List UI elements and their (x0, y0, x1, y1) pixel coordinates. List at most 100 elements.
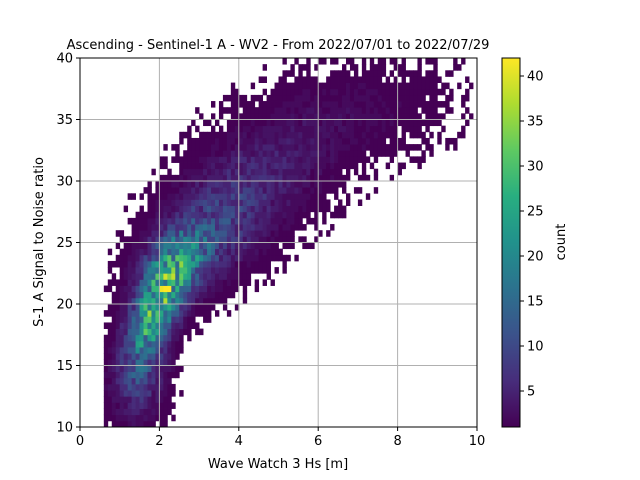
heatmap-bin (151, 168, 156, 176)
heatmap-bin (159, 396, 164, 403)
heatmap-bin (242, 248, 248, 256)
heatmap-bin (282, 144, 287, 151)
heatmap-bin (270, 236, 275, 243)
heatmap-bin (147, 267, 152, 274)
heatmap-bin (250, 205, 256, 213)
heatmap-bin (103, 396, 109, 403)
heatmap-bin (266, 107, 271, 114)
heatmap-bin (302, 224, 307, 231)
heatmap-bin (349, 76, 355, 83)
heatmap-bin (167, 174, 172, 182)
heatmap-bin (282, 101, 287, 108)
heatmap-bin (361, 70, 367, 77)
heatmap-bin (250, 107, 256, 114)
heatmap-bin (453, 137, 458, 145)
heatmap-bin (175, 174, 180, 182)
heatmap-bin (258, 76, 264, 83)
heatmap-bin (373, 88, 379, 96)
heatmap-bin (425, 88, 430, 96)
heatmap-bin (254, 131, 260, 139)
heatmap-bin (278, 125, 283, 133)
heatmap-bin (143, 211, 148, 219)
heatmap-bin (187, 144, 192, 151)
heatmap-bin (369, 150, 375, 157)
heatmap-bin (199, 285, 204, 293)
heatmap-bin (254, 242, 260, 250)
heatmap-bin (270, 230, 275, 237)
heatmap-bin (139, 211, 144, 219)
heatmap-bin (103, 390, 109, 397)
heatmap-bin (234, 260, 240, 268)
heatmap-bin (274, 162, 279, 170)
heatmap-bin (147, 248, 152, 256)
heatmap-bin (246, 267, 252, 274)
heatmap-bin (250, 174, 256, 182)
heatmap-bin (342, 174, 347, 182)
heatmap-bin (385, 150, 391, 157)
heatmap-bin (207, 310, 212, 317)
heatmap-bin (159, 390, 164, 397)
heatmap-bin (230, 88, 236, 96)
x-tick-label: 8 (393, 434, 401, 449)
heatmap-bin (270, 187, 275, 194)
heatmap-bin (262, 205, 267, 213)
heatmap-bin (334, 205, 339, 213)
heatmap-bin (163, 377, 168, 385)
heatmap-bin (195, 242, 200, 250)
heatmap-bin (353, 125, 359, 133)
heatmap-bin (314, 168, 319, 176)
heatmap-bin (207, 297, 212, 305)
heatmap-bin (175, 181, 180, 188)
heatmap-bin (127, 291, 133, 299)
heatmap-bin (183, 285, 188, 293)
heatmap-bin (203, 224, 208, 231)
heatmap-bin (211, 181, 216, 188)
heatmap-bin (429, 101, 434, 108)
heatmap-bin (334, 94, 339, 102)
heatmap-bin (417, 94, 422, 102)
heatmap-bin (274, 88, 279, 96)
heatmap-bin (135, 383, 140, 391)
heatmap-bin (461, 58, 466, 65)
heatmap-bin (230, 205, 236, 213)
heatmap-bin (183, 328, 188, 336)
heatmap-bin (389, 144, 395, 151)
heatmap-bin (115, 279, 121, 286)
heatmap-bin (159, 162, 164, 170)
heatmap-bin (401, 76, 406, 83)
x-tick-label: 0 (76, 434, 84, 449)
heatmap-bin (429, 107, 434, 114)
heatmap-bin (107, 414, 113, 422)
heatmap-bin (179, 285, 184, 293)
heatmap-bin (151, 236, 156, 243)
heatmap-bin (286, 193, 291, 200)
heatmap-bin (290, 119, 295, 127)
heatmap-bin (147, 396, 152, 403)
heatmap-bin (258, 267, 264, 274)
heatmap-bin (349, 162, 355, 170)
heatmap-bin (294, 181, 299, 188)
heatmap-bin (135, 377, 140, 385)
heatmap-bin (159, 174, 164, 182)
heatmap-bin (369, 113, 375, 120)
heatmap-bin (222, 285, 228, 293)
heatmap-bin (207, 181, 212, 188)
heatmap-bin (453, 58, 458, 65)
heatmap-bin (234, 285, 240, 293)
heatmap-bin (183, 279, 188, 286)
heatmap-bin (147, 260, 152, 268)
heatmap-bin (211, 254, 216, 262)
heatmap-bin (254, 156, 260, 163)
heatmap-bin (179, 242, 184, 250)
heatmap-bin (230, 279, 236, 286)
heatmap-bin (365, 137, 371, 145)
heatmap-bin (199, 267, 204, 274)
heatmap-bin (143, 248, 148, 256)
heatmap-bin (349, 107, 355, 114)
heatmap-bin (310, 156, 315, 163)
heatmap-bin (123, 285, 129, 293)
heatmap-bin (409, 82, 414, 90)
heatmap-bin (187, 236, 192, 243)
heatmap-bin (179, 322, 184, 329)
heatmap-bin (230, 211, 236, 219)
